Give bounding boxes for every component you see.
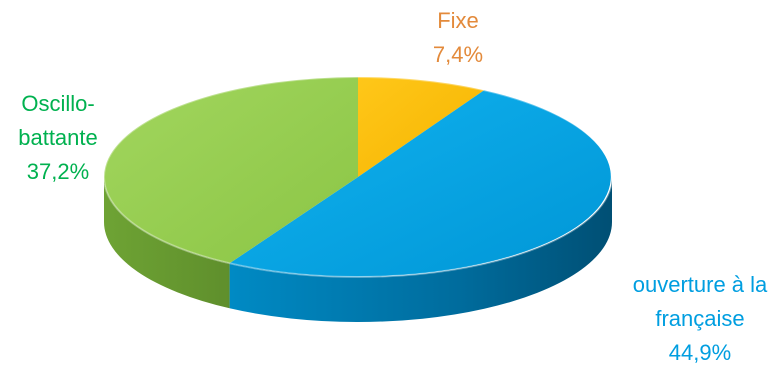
pie-side-2 bbox=[104, 177, 230, 309]
pie-side-1 bbox=[229, 177, 612, 323]
pie-slice-1 bbox=[229, 90, 611, 277]
label-group: Fixe 7,4% ouverture à la française 44,9% Osci… bbox=[18, 8, 768, 365]
pie-rim bbox=[103, 76, 613, 278]
slice-category-label-1: française bbox=[655, 306, 744, 331]
pie-slice-0 bbox=[358, 76, 485, 177]
slice-category-label-2: Oscillo- bbox=[21, 91, 94, 116]
pie-slice-2 bbox=[103, 77, 358, 264]
slice-value-label-1: 44,9% bbox=[669, 340, 731, 365]
slice-category-label-2: battante bbox=[18, 125, 98, 150]
slice-value-label-0: 7,4% bbox=[433, 42, 483, 67]
pie-group bbox=[103, 76, 613, 323]
slice-category-label-0: Fixe bbox=[437, 8, 479, 33]
slice-value-label-2: 37,2% bbox=[27, 159, 89, 184]
slice-category-label-1: ouverture à la bbox=[633, 272, 768, 297]
